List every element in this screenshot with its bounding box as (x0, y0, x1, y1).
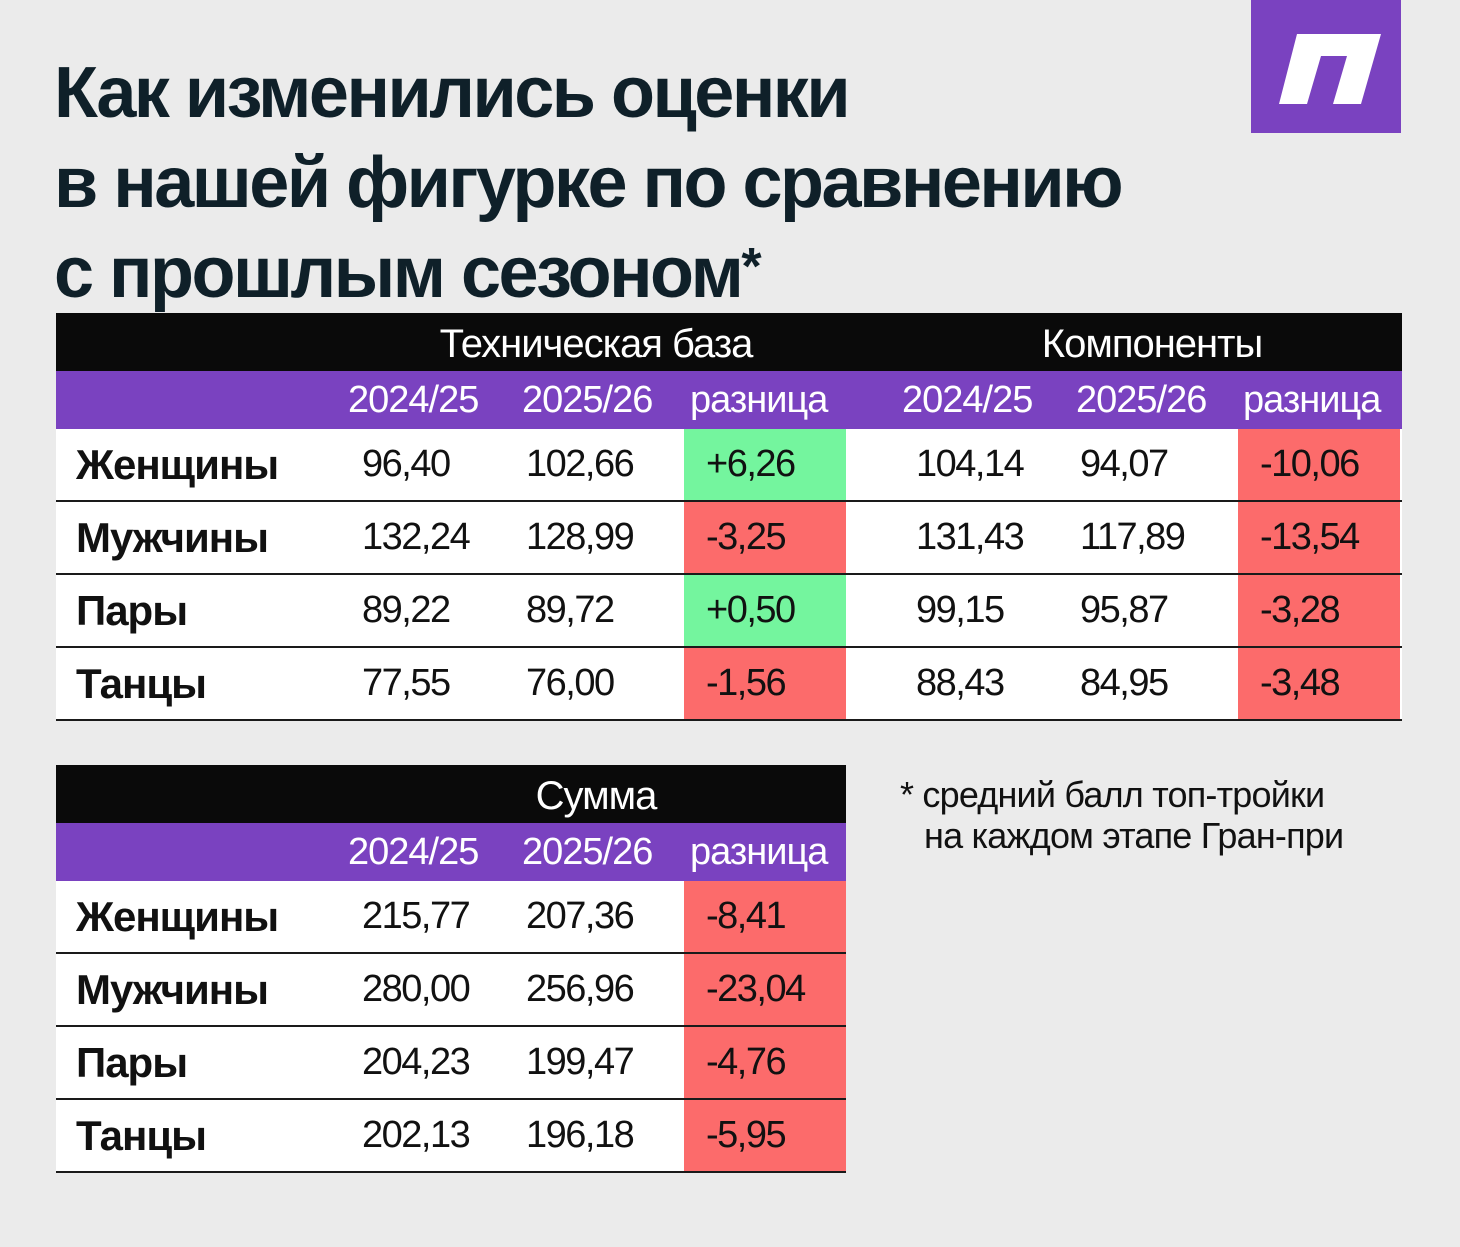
value-2025-26: 76,00 (526, 662, 615, 704)
diff-cell: -23,04 (684, 954, 846, 1025)
row-label: Мужчины (76, 966, 269, 1013)
diff-cell: -10,06 (1238, 429, 1400, 500)
table-row: Мужчины 132,24 128,99 -3,25 131,43 117,89 -13,… (56, 502, 1402, 575)
value-2024-25: 104,14 (916, 443, 1025, 485)
publication-logo-icon (1279, 34, 1381, 104)
diff-cell: +0,50 (684, 575, 846, 646)
column-header: 2025/26 (1076, 379, 1207, 421)
value-2025-26: 196,18 (526, 1114, 635, 1156)
column-header: 2025/26 (522, 379, 653, 421)
row-label: Пары (76, 587, 188, 634)
diff-cell: +6,26 (684, 429, 846, 500)
table-row: Женщины 96,40 102,66 +6,26 104,14 94,07 -10,06 (56, 429, 1402, 502)
column-header: разница (1243, 379, 1381, 421)
column-header: 2024/25 (902, 379, 1033, 421)
diff-cell: -1,56 (684, 648, 846, 719)
table-row: Мужчины 280,00 256,96 -23,04 (56, 954, 846, 1027)
diff-cell: -8,41 (684, 881, 846, 952)
table-row: Пары 89,22 89,72 +0,50 99,15 95,87 -3,28 (56, 575, 1402, 648)
value-2024-25: 88,43 (916, 662, 1005, 704)
value-2025-26: 256,96 (526, 968, 635, 1010)
value-2025-26: 95,87 (1080, 589, 1169, 631)
footnote: * средний балл топ-тройки на каждом этап… (900, 774, 1344, 856)
value-2025-26: 102,66 (526, 443, 635, 485)
value-2024-25: 202,13 (362, 1114, 471, 1156)
publication-logo (1251, 0, 1401, 133)
footnote-line-1: * средний балл топ-тройки (900, 774, 1325, 815)
scores-table-tech-components: Техническая база Компоненты 2024/25 2025/26… (56, 313, 1402, 721)
value-2024-25: 132,24 (362, 516, 471, 558)
value-2024-25: 131,43 (916, 516, 1025, 558)
value-2024-25: 89,22 (362, 589, 451, 631)
diff-cell: -4,76 (684, 1027, 846, 1098)
row-label: Женщины (76, 441, 279, 488)
column-header: разница (690, 831, 828, 873)
diff-cell: -3,28 (1238, 575, 1400, 646)
table-row: Женщины 215,77 207,36 -8,41 (56, 881, 846, 954)
row-label: Танцы (76, 660, 207, 707)
value-2025-26: 128,99 (526, 516, 635, 558)
footnote-line-2: на каждом этапе Гран-при (924, 815, 1344, 856)
column-header: разница (690, 379, 828, 421)
scores-table-total: Сумма 2024/25 2025/26 разница Женщины 215,77 2… (56, 765, 846, 1173)
group-title: Техническая база (439, 322, 754, 366)
value-2024-25: 280,00 (362, 968, 471, 1010)
diff-cell: -3,48 (1238, 648, 1400, 719)
diff-cell: -5,95 (684, 1100, 846, 1171)
value-2025-26: 199,47 (526, 1041, 635, 1083)
row-label: Женщины (76, 893, 279, 940)
value-2024-25: 215,77 (362, 895, 471, 937)
column-header-bar: 2024/25 2025/26 разница 2024/25 2025/26 разни… (56, 371, 1402, 429)
diff-cell: -13,54 (1238, 502, 1400, 573)
value-2025-26: 84,95 (1080, 662, 1169, 704)
group-title: Сумма (535, 774, 658, 818)
column-header: 2025/26 (522, 831, 653, 873)
value-2025-26: 117,89 (1080, 516, 1186, 558)
table-row: Пары 204,23 199,47 -4,76 (56, 1027, 846, 1100)
table-row: Танцы 77,55 76,00 -1,56 88,43 84,95 -3,48 (56, 648, 1402, 721)
column-header-bar: 2024/25 2025/26 разница (56, 823, 846, 881)
group-title-bar: Сумма (56, 765, 846, 823)
title-text: Как изменились оценки в нашей фигурке по… (54, 53, 1124, 313)
value-2024-25: 96,40 (362, 443, 451, 485)
value-2025-26: 207,36 (526, 895, 635, 937)
row-label: Мужчины (76, 514, 269, 561)
page-title: Как изменились оценки в нашей фигурке по… (54, 48, 1124, 318)
value-2025-26: 89,72 (526, 589, 615, 631)
column-header: 2024/25 (348, 379, 479, 421)
column-header: 2024/25 (348, 831, 479, 873)
value-2024-25: 77,55 (362, 662, 451, 704)
value-2024-25: 99,15 (916, 589, 1005, 631)
group-title: Компоненты (1041, 322, 1263, 366)
value-2024-25: 204,23 (362, 1041, 471, 1083)
title-asterisk: * (741, 238, 761, 296)
diff-cell: -3,25 (684, 502, 846, 573)
value-2025-26: 94,07 (1080, 443, 1169, 485)
row-label: Танцы (76, 1112, 207, 1159)
group-title-bar: Техническая база Компоненты (56, 313, 1402, 371)
row-label: Пары (76, 1039, 188, 1086)
table-row: Танцы 202,13 196,18 -5,95 (56, 1100, 846, 1173)
